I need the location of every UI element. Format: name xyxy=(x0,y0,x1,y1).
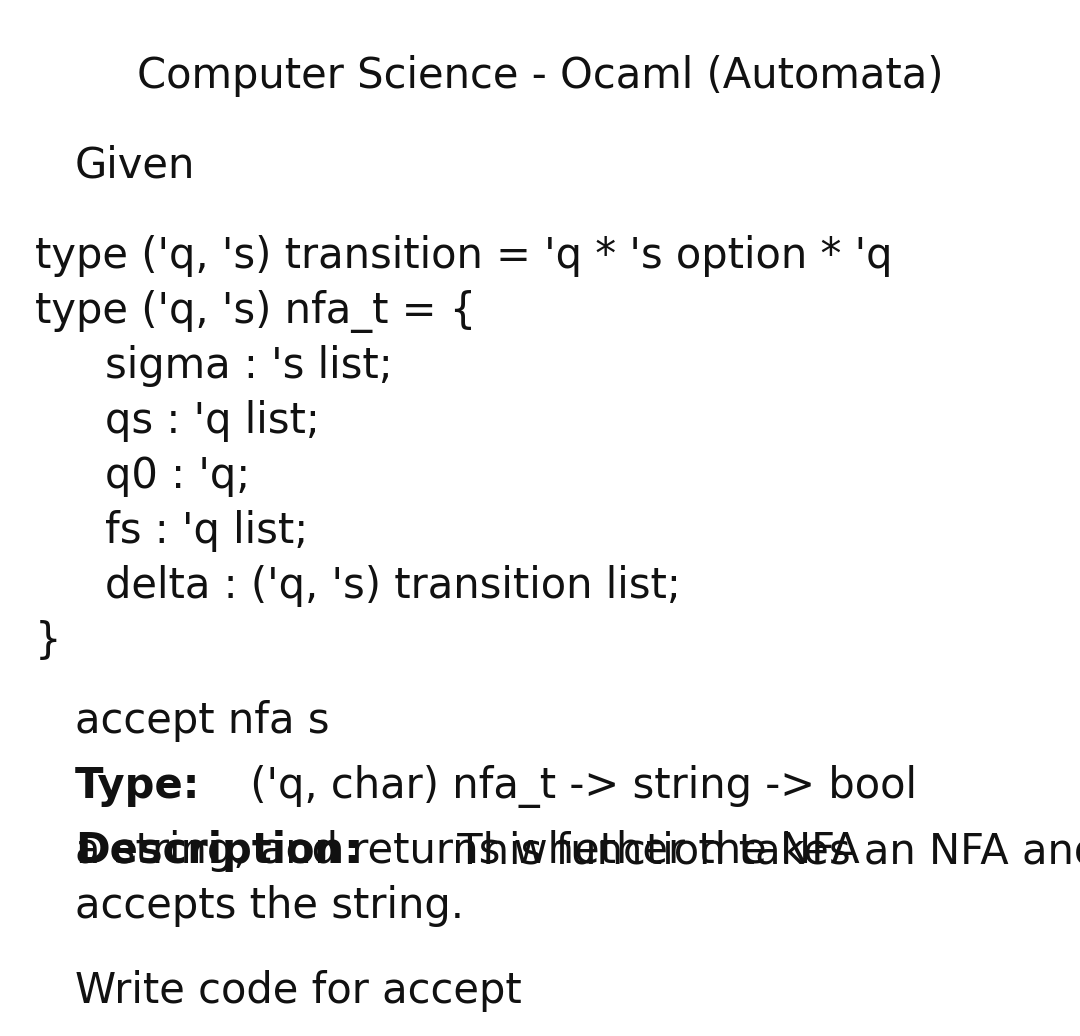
Text: ('q, char) nfa_t -> string -> bool: ('q, char) nfa_t -> string -> bool xyxy=(237,765,917,808)
Text: Write code for accept: Write code for accept xyxy=(75,970,522,1012)
Text: qs : 'q list;: qs : 'q list; xyxy=(105,400,320,442)
Text: Given: Given xyxy=(75,145,195,188)
Text: q0 : 'q;: q0 : 'q; xyxy=(105,455,251,497)
Text: sigma : 's list;: sigma : 's list; xyxy=(105,345,393,387)
Text: Description:: Description: xyxy=(75,830,361,872)
Text: accept nfa s: accept nfa s xyxy=(75,700,329,742)
Text: }: } xyxy=(35,620,62,662)
Text: delta : ('q, 's) transition list;: delta : ('q, 's) transition list; xyxy=(105,565,680,607)
Text: accepts the string.: accepts the string. xyxy=(75,885,464,927)
Text: type ('q, 's) nfa_t = {: type ('q, 's) nfa_t = { xyxy=(35,290,476,333)
Text: Type:: Type: xyxy=(75,765,201,807)
Text: type ('q, 's) transition = 'q * 's option * 'q: type ('q, 's) transition = 'q * 's optio… xyxy=(35,235,892,277)
Text: This function takes an NFA and: This function takes an NFA and xyxy=(444,830,1080,872)
Text: fs : 'q list;: fs : 'q list; xyxy=(105,510,308,552)
Text: a string, and returns whether the NFA: a string, and returns whether the NFA xyxy=(75,830,860,872)
Text: Computer Science - Ocaml (Automata): Computer Science - Ocaml (Automata) xyxy=(137,55,943,97)
